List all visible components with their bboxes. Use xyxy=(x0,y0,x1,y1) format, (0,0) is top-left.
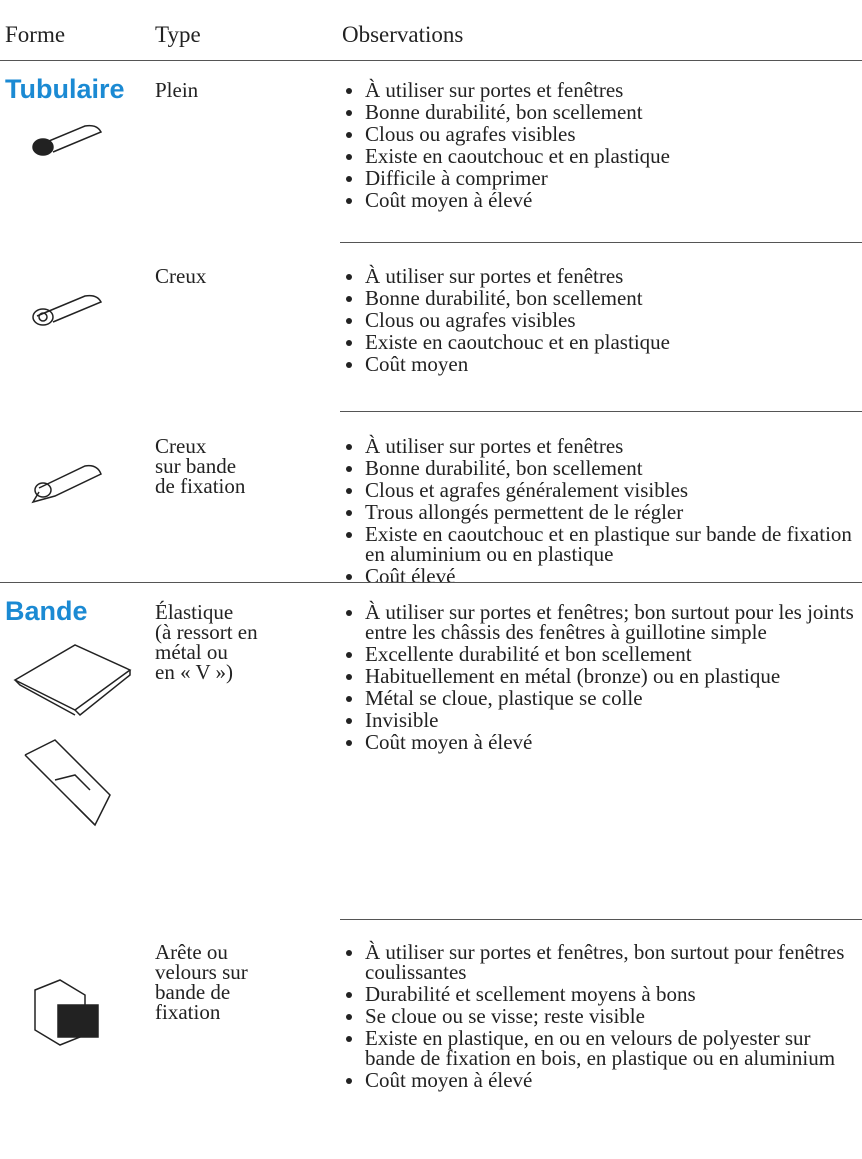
icon-creux xyxy=(32,294,103,326)
observation: Clous ou agrafes visibles xyxy=(365,310,862,331)
observation: Bonne durabilité, bon scellement xyxy=(365,288,862,309)
observation: Difficile à comprimer xyxy=(365,168,862,189)
row-separator xyxy=(340,411,862,412)
type-line: velours sur xyxy=(155,960,248,984)
observation: Existe en caoutchouc et en plastique xyxy=(365,332,862,353)
observation: Coût moyen à élevé xyxy=(365,732,862,753)
observation: Existe en caoutchouc et en plastique sur… xyxy=(365,524,862,565)
observations-list: À utiliser sur portes et fenêtresBonne d… xyxy=(343,80,862,212)
type-cell: Élastique (à ressort en métal ou en « V ») xyxy=(155,600,258,684)
type-line: (à ressort en xyxy=(155,620,258,644)
type-line: métal ou xyxy=(155,640,228,664)
observation: À utiliser sur portes et fenêtres; bon s… xyxy=(365,602,862,643)
icon-creux-bande xyxy=(31,464,102,504)
observation: Clous et agrafes généralement visibles xyxy=(365,480,862,501)
observation: Clous ou agrafes visibles xyxy=(365,124,862,145)
type-line: Creux xyxy=(155,434,207,458)
observation: À utiliser sur portes et fenêtres xyxy=(365,266,862,287)
header-observations: Observations xyxy=(342,22,464,47)
icon-plein xyxy=(32,124,103,156)
type-line: sur bande xyxy=(155,454,237,478)
icon-elastique xyxy=(13,644,132,717)
observation: À utiliser sur portes et fenêtres, bon s… xyxy=(365,942,862,983)
header-rule xyxy=(0,60,862,61)
header-forme: Forme xyxy=(5,22,66,47)
observation: Bonne durabilité, bon scellement xyxy=(365,458,862,479)
type-cell: Arête ou velours sur bande de fixation xyxy=(155,940,248,1024)
observation: Invisible xyxy=(365,710,862,731)
observation: À utiliser sur portes et fenêtres xyxy=(365,436,862,457)
forme-label: Tubulaire xyxy=(5,74,125,104)
observation: Coût élevé xyxy=(365,566,862,587)
observation: Durabilité et scellement moyens à bons xyxy=(365,984,862,1005)
type-line: Arête ou xyxy=(155,940,228,964)
observation: Métal se cloue, plastique se colle xyxy=(365,688,862,709)
type-line: en « V ») xyxy=(155,660,233,684)
observations-list: À utiliser sur portes et fenêtresBonne d… xyxy=(343,266,862,376)
row-separator xyxy=(340,919,862,920)
type-line: Élastique xyxy=(155,600,234,624)
observation: Existe en caoutchouc et en plastique xyxy=(365,146,862,167)
type-cell: Creux sur bande de fixation xyxy=(155,434,246,498)
row-separator xyxy=(0,582,862,583)
icon-arete xyxy=(34,979,99,1046)
observation: Existe en plastique, en ou en velours de… xyxy=(365,1028,862,1069)
observations-list: À utiliser sur portes et fenêtres, bon s… xyxy=(343,942,862,1092)
observation: Trous allongés permettent de le régler xyxy=(365,502,862,523)
observation: Coût moyen xyxy=(365,354,862,375)
observation: Se cloue ou se visse; reste visible xyxy=(365,1006,862,1027)
observation: Coût moyen à élevé xyxy=(365,190,862,211)
observation: Coût moyen à élevé xyxy=(365,1070,862,1091)
observations-list: À utiliser sur portes et fenêtres; bon s… xyxy=(343,602,862,754)
icon-elastique-2 xyxy=(24,739,111,827)
type-line: bande de xyxy=(155,980,231,1004)
row-separator xyxy=(340,242,862,243)
forme-label: Bande xyxy=(5,596,88,626)
type-cell: Creux xyxy=(155,264,207,288)
type-line: Creux xyxy=(155,264,207,288)
observation: Excellente durabilité et bon scellement xyxy=(365,644,862,665)
type-line: fixation xyxy=(155,1000,221,1024)
observation: À utiliser sur portes et fenêtres xyxy=(365,80,862,101)
observations-list: À utiliser sur portes et fenêtresBonne d… xyxy=(343,436,862,588)
observation: Bonne durabilité, bon scellement xyxy=(365,102,862,123)
header-type: Type xyxy=(155,22,201,47)
observation: Habituellement en métal (bronze) ou en p… xyxy=(365,666,862,687)
type-cell: Plein xyxy=(155,78,199,102)
type-line: de fixation xyxy=(155,474,246,498)
type-line: Plein xyxy=(155,78,199,102)
